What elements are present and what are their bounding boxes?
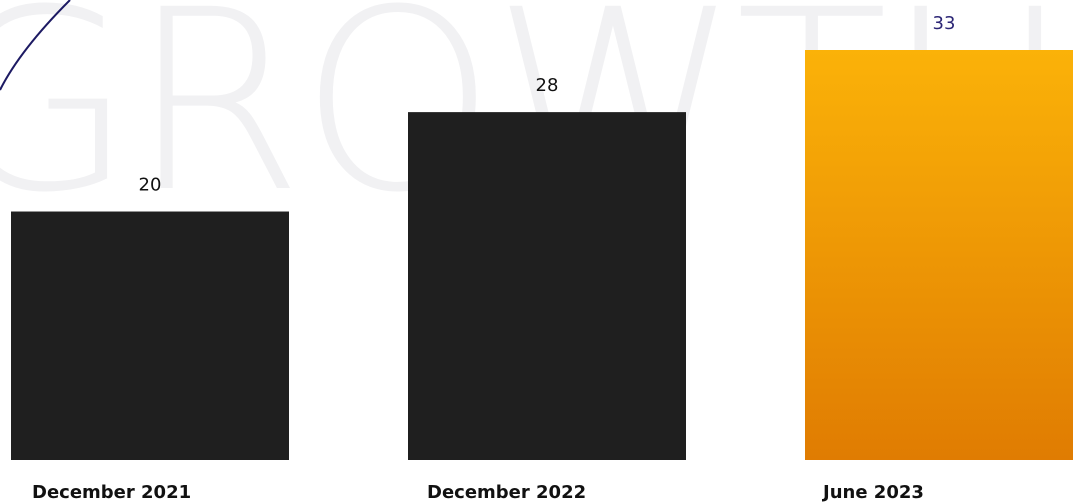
bar-1 — [11, 211, 289, 460]
swoosh-decoration — [0, 0, 71, 91]
labels-layer: 20 December 2021 28 December 2022 33 June 202… — [32, 13, 955, 502]
bar-2 — [408, 112, 686, 460]
category-label-2: December 2022 — [427, 482, 586, 502]
category-label-3: June 2023 — [821, 482, 924, 502]
category-label-1: December 2021 — [32, 482, 191, 502]
value-label-1: 20 — [139, 175, 162, 196]
bars-layer — [11, 50, 1073, 460]
bar-3 — [805, 50, 1073, 460]
value-label-2: 28 — [536, 75, 559, 96]
value-label-3: 33 — [933, 13, 956, 34]
